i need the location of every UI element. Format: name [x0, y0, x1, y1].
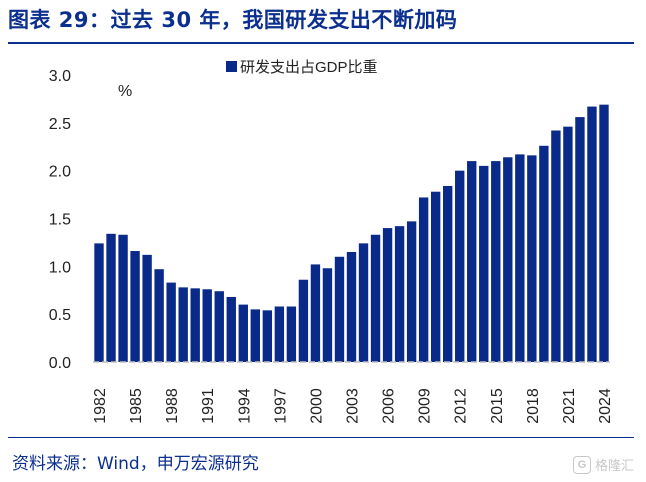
bar-1989	[178, 287, 188, 362]
bar-1986	[142, 254, 152, 362]
y-tick-label: 2.0	[49, 164, 71, 181]
y-axis: 0.0 0.5 1.0 1.5 2.0 2.5 3.0	[49, 68, 71, 372]
y-tick-label: 1.5	[49, 212, 71, 229]
x-tick-label: 2000	[308, 388, 325, 424]
x-tick-label: 1997	[272, 388, 289, 424]
bar-1996	[262, 310, 273, 362]
bar-2004	[358, 243, 369, 362]
bar-2012	[455, 170, 465, 362]
x-tick-label: 1994	[236, 388, 253, 424]
bar-2007	[394, 226, 405, 362]
x-tick-label: 1985	[128, 388, 145, 424]
bar-1985	[130, 251, 140, 362]
bar-1983	[106, 233, 116, 362]
title-divider	[8, 42, 634, 44]
x-tick-label: 2024	[597, 388, 614, 424]
bar-2020	[551, 130, 561, 362]
bar-2008	[406, 221, 417, 362]
bar-2011	[443, 185, 453, 362]
x-tick-label: 1988	[164, 388, 181, 424]
bar-chart: % 研发支出占GDP比重 0.00.51.01.52.02.53.0 1982 1…	[49, 59, 614, 424]
bar-1988	[166, 282, 176, 362]
bar-1990	[190, 288, 200, 362]
x-tick-label: 2015	[489, 388, 506, 424]
bar-2014	[479, 165, 489, 362]
bar-1991	[202, 289, 212, 362]
bar-2009	[418, 197, 429, 362]
x-axis: 1982 1985 1988 1991 1994 1997 2000 2003 2006 2009…	[92, 361, 614, 424]
bar-2005	[370, 234, 381, 362]
bar-2022	[575, 117, 585, 362]
bar-2003	[346, 251, 357, 362]
y-tick-label: 3.0	[49, 68, 71, 85]
bar-1998	[286, 306, 297, 362]
bar-1995	[250, 309, 260, 362]
legend-swatch	[226, 61, 237, 72]
unit-label: %	[118, 83, 132, 100]
x-tick-label: 2003	[345, 388, 362, 424]
y-tick-label: 2.5	[49, 116, 71, 133]
bar-1982	[94, 243, 104, 362]
bar-2021	[563, 126, 573, 362]
bar-2001	[322, 268, 333, 362]
bar-2013	[467, 161, 477, 362]
bar-2016	[503, 157, 513, 362]
bar-2019	[539, 145, 549, 362]
x-tick-label: 1982	[92, 388, 109, 424]
bar-1994	[238, 304, 248, 362]
bar-1997	[274, 306, 285, 362]
bar-1984	[118, 234, 128, 362]
bar-2000	[310, 264, 321, 362]
bar-1999	[298, 279, 309, 362]
bar-1993	[226, 296, 236, 362]
y-tick-label: 0.0	[49, 355, 71, 372]
bar-2006	[382, 228, 393, 362]
y-tick-label: 0.5	[49, 307, 71, 324]
chart-title: 图表 29：过去 30 年，我国研发支出不断加码	[8, 8, 458, 32]
legend: 研发支出占GDP比重	[226, 59, 378, 76]
watermark-logo-icon: G	[572, 455, 591, 474]
bar-2018	[527, 155, 537, 362]
bar-2010	[430, 191, 441, 362]
bar-2015	[491, 161, 501, 362]
y-tick-label: 1.0	[49, 259, 71, 276]
bar-series	[94, 104, 609, 362]
bar-2017	[515, 154, 525, 362]
x-tick-label: 1991	[200, 388, 217, 424]
watermark-text: 格隆汇	[594, 459, 634, 474]
source-divider	[8, 437, 634, 438]
source-note: 资料来源：Wind，申万宏源研究	[12, 454, 259, 474]
x-tick-label: 2021	[561, 388, 578, 424]
x-tick-label: 2009	[417, 388, 434, 424]
x-tick-label: 2012	[453, 388, 470, 424]
watermark: G 格隆汇	[572, 455, 634, 474]
x-tick-label: 2006	[381, 388, 398, 424]
bar-2023	[587, 106, 597, 362]
bar-1992	[214, 291, 224, 362]
bar-2024	[599, 104, 609, 362]
bar-1987	[154, 269, 164, 362]
x-tick-label: 2018	[525, 388, 542, 424]
bar-2002	[334, 256, 345, 362]
legend-label: 研发支出占GDP比重	[240, 59, 378, 76]
